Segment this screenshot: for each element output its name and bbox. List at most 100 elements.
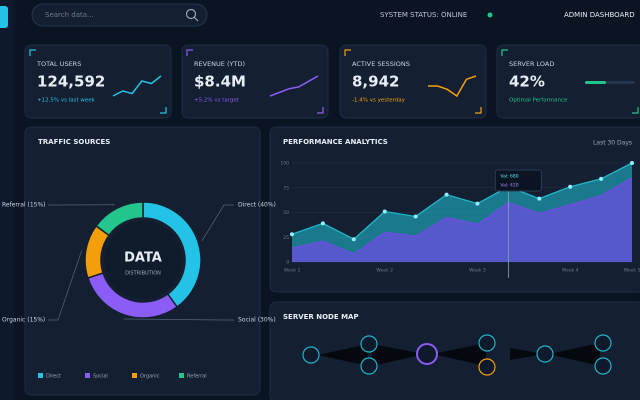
tooltip-text: Val: 420	[500, 183, 518, 189]
legend-swatch	[85, 373, 90, 378]
tooltip-text: Val: 680	[500, 174, 518, 180]
node[interactable]	[302, 346, 320, 364]
x-tick-label: Week 1	[284, 268, 301, 274]
kpi-change: +5.2% vs target	[194, 98, 240, 104]
kpi-label: SERVER LOAD	[509, 60, 554, 68]
data-point	[290, 232, 294, 237]
card-corner	[160, 107, 167, 114]
card-corner	[632, 107, 639, 114]
gauge-bar	[585, 81, 606, 84]
x-tick-label: Week 3	[469, 268, 486, 274]
slice-label: Referral (15%)	[2, 202, 46, 209]
slice-label: Organic (15%)	[2, 317, 45, 324]
legend-swatch	[132, 373, 137, 378]
data-point	[382, 209, 387, 214]
node[interactable]	[594, 334, 612, 352]
node[interactable]	[536, 345, 554, 363]
area-fill	[292, 177, 632, 262]
area-line	[291, 162, 633, 241]
search-box[interactable]	[31, 3, 208, 27]
kpi-label: REVENUE (YTD)	[194, 60, 245, 68]
node-link	[432, 343, 486, 366]
node-link	[548, 343, 600, 366]
node-map	[302, 334, 612, 376]
x-tick-label: Week 5	[624, 268, 640, 274]
legend-label: Social	[93, 374, 108, 380]
kpi-value: 8,942	[352, 73, 399, 91]
leader-line	[201, 204, 234, 242]
x-tick-label: Week 2	[376, 268, 393, 274]
node-link	[510, 348, 545, 360]
leader-line	[48, 250, 83, 321]
legend-swatch	[38, 373, 43, 378]
kpi-card	[181, 44, 329, 119]
leader-line	[123, 318, 234, 321]
card-corner	[475, 107, 482, 114]
data-point	[537, 196, 542, 201]
kpi-change: +12.5% vs last week	[37, 98, 96, 104]
system-status: SYSTEM STATUS: ONLINE	[380, 11, 467, 19]
sparkline	[428, 75, 477, 98]
kpi-value: $8.4M	[194, 73, 246, 91]
sparkline	[269, 75, 319, 97]
node[interactable]	[416, 343, 438, 365]
status-dot	[487, 12, 493, 18]
slice-label: Direct (40%)	[238, 202, 276, 209]
node[interactable]	[478, 358, 496, 376]
sparkline	[112, 75, 162, 97]
node[interactable]	[594, 357, 612, 375]
y-tick-label: 75	[283, 185, 289, 191]
area-line	[291, 177, 633, 255]
card-corner	[344, 49, 351, 56]
legend-label: Organic	[140, 374, 160, 380]
card-corner	[501, 49, 508, 56]
data-point	[630, 161, 634, 165]
panel-title: PERFORMANCE ANALYTICS	[283, 138, 388, 146]
node-link	[318, 344, 368, 366]
y-tick-label: 0	[286, 260, 289, 266]
kpi-card	[24, 44, 172, 119]
tooltip	[494, 169, 542, 192]
kpi-label: ACTIVE SESSIONS	[352, 60, 410, 68]
data-point	[475, 201, 480, 206]
panel-title: TRAFFIC SOURCES	[38, 138, 110, 146]
data-point	[413, 214, 418, 219]
kpi-card	[339, 44, 487, 119]
kpi-value: 124,592	[37, 73, 105, 91]
y-tick-label: 100	[280, 161, 289, 167]
x-tick-label: Week 4	[562, 268, 579, 274]
kpi-value: 42%	[509, 73, 545, 91]
node-map-title: SERVER NODE MAP	[283, 313, 359, 321]
slice-label: Social (30%)	[238, 317, 276, 324]
search-icon-handle	[193, 16, 199, 22]
donut-center-title: DATA	[124, 251, 162, 266]
data-point	[444, 192, 449, 197]
kpi-card	[496, 44, 640, 119]
search-placeholder: Search data...	[45, 11, 94, 19]
page-title: ADMIN DASHBOARD	[564, 11, 635, 19]
card-corner	[186, 49, 193, 56]
card-corner	[29, 49, 36, 56]
legend-label: Referral	[187, 374, 207, 380]
search-icon[interactable]	[185, 8, 197, 20]
card-corner	[317, 107, 324, 114]
panel-subtitle: Last 30 Days	[593, 140, 632, 147]
node-link	[372, 344, 425, 366]
y-tick-label: 50	[283, 210, 289, 216]
donut-slice	[95, 201, 144, 237]
data-point	[568, 184, 573, 189]
kpi-change: -1.4% vs yesterday	[352, 98, 406, 104]
data-point	[320, 221, 325, 226]
node[interactable]	[360, 335, 378, 353]
sidebar	[0, 0, 14, 400]
kpi-change: Optimal Performance	[509, 98, 568, 104]
donut-center	[104, 221, 182, 299]
data-point	[351, 237, 356, 242]
kpi-label: TOTAL USERS	[36, 60, 81, 68]
data-point	[599, 176, 604, 181]
legend-swatch	[179, 373, 184, 378]
legend-label: Direct	[46, 374, 61, 380]
node[interactable]	[478, 334, 496, 352]
node[interactable]	[360, 357, 378, 375]
